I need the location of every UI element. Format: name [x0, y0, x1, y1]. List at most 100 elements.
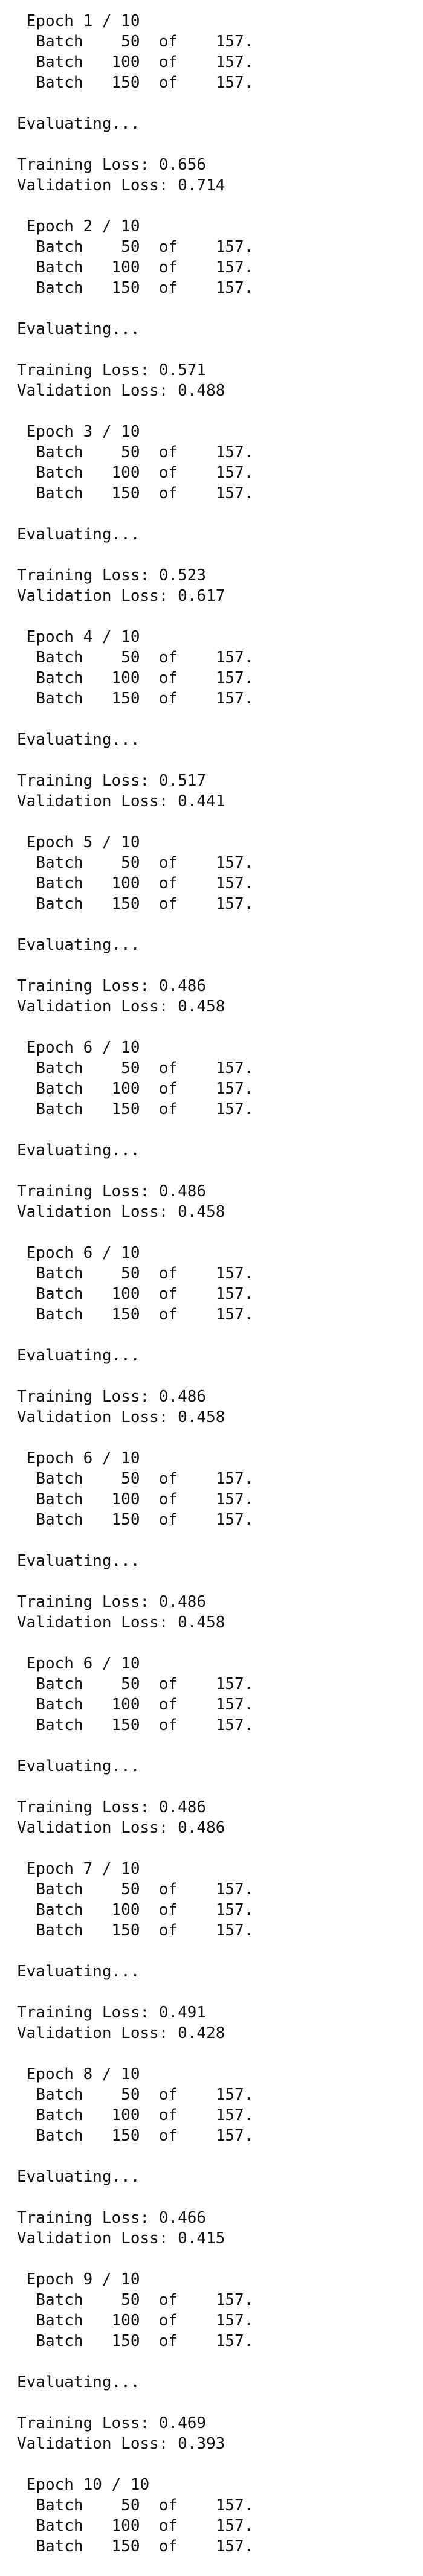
training-loss-line: Training Loss: 0.491 — [17, 2004, 207, 2022]
validation-loss-line: Validation Loss: 0.714 — [17, 176, 225, 194]
batch-progress-line: Batch 100 of 157. — [17, 669, 254, 687]
batch-progress-line: Batch 100 of 157. — [17, 874, 254, 892]
batch-progress-line: Batch 150 of 157. — [17, 484, 254, 502]
evaluating-line: Evaluating... — [17, 731, 140, 749]
validation-loss-line: Validation Loss: 0.458 — [17, 1613, 225, 1632]
training-loss-line: Training Loss: 0.571 — [17, 361, 207, 379]
batch-progress-line: Batch 150 of 157. — [17, 1921, 254, 1940]
evaluating-line: Evaluating... — [17, 1347, 140, 1365]
batch-progress-line: Batch 50 of 157. — [17, 1059, 254, 1077]
training-loss-line: Training Loss: 0.469 — [17, 2414, 207, 2432]
epoch-header: Epoch 8 / 10 — [17, 2065, 140, 2083]
batch-progress-line: Batch 150 of 157. — [17, 74, 254, 92]
blank-line — [17, 1366, 406, 1386]
batch-progress-line: Batch 150 of 157. — [17, 1511, 254, 1529]
batch-progress-line: Batch 150 of 157. — [17, 2332, 254, 2350]
blank-line — [17, 2454, 406, 2475]
blank-line — [17, 196, 406, 216]
batch-progress-line: Batch 100 of 157. — [17, 464, 254, 482]
epoch-header: Epoch 10 / 10 — [17, 2476, 150, 2494]
blank-line — [17, 1735, 406, 1756]
validation-loss-line: Validation Loss: 0.393 — [17, 2435, 225, 2453]
epoch-header: Epoch 7 / 10 — [17, 1860, 140, 1878]
evaluating-line: Evaluating... — [17, 1962, 140, 1981]
validation-loss-line: Validation Loss: 0.617 — [17, 587, 225, 605]
batch-progress-line: Batch 50 of 157. — [17, 1675, 254, 1693]
blank-line — [17, 1325, 406, 1345]
blank-line — [17, 750, 406, 771]
blank-line — [17, 93, 406, 114]
training-loss-line: Training Loss: 0.486 — [17, 1388, 207, 1406]
batch-progress-line: Batch 100 of 157. — [17, 53, 254, 71]
batch-progress-line: Batch 150 of 157. — [17, 1716, 254, 1734]
blank-line — [17, 2187, 406, 2208]
training-loss-line: Training Loss: 0.486 — [17, 1593, 207, 1611]
validation-loss-line: Validation Loss: 0.441 — [17, 792, 225, 810]
batch-progress-line: Batch 100 of 157. — [17, 2517, 254, 2535]
blank-line — [17, 1838, 406, 1859]
evaluating-line: Evaluating... — [17, 1141, 140, 1159]
batch-progress-line: Batch 50 of 157. — [17, 1470, 254, 1488]
epoch-header: Epoch 6 / 10 — [17, 1244, 140, 1262]
batch-progress-line: Batch 150 of 157. — [17, 1100, 254, 1118]
batch-progress-line: Batch 50 of 157. — [17, 2086, 254, 2104]
blank-line — [17, 606, 406, 627]
epoch-header: Epoch 2 / 10 — [17, 217, 140, 235]
training-loss-line: Training Loss: 0.656 — [17, 156, 207, 174]
batch-progress-line: Batch 50 of 157. — [17, 649, 254, 667]
batch-progress-line: Batch 150 of 157. — [17, 690, 254, 708]
blank-line — [17, 2249, 406, 2269]
validation-loss-line: Validation Loss: 0.415 — [17, 2229, 225, 2248]
training-loss-line: Training Loss: 0.486 — [17, 1182, 207, 1200]
validation-loss-line: Validation Loss: 0.458 — [17, 1203, 225, 1221]
batch-progress-line: Batch 100 of 157. — [17, 1696, 254, 1714]
blank-line — [17, 2351, 406, 2372]
batch-progress-line: Batch 100 of 157. — [17, 1901, 254, 1919]
evaluating-line: Evaluating... — [17, 2373, 140, 2391]
blank-line — [17, 545, 406, 565]
blank-line — [17, 1120, 406, 1140]
epoch-header: Epoch 6 / 10 — [17, 1039, 140, 1057]
training-loss-line: Training Loss: 0.523 — [17, 566, 207, 585]
blank-line — [17, 1982, 406, 2002]
epoch-header: Epoch 4 / 10 — [17, 628, 140, 646]
validation-loss-line: Validation Loss: 0.458 — [17, 998, 225, 1016]
batch-progress-line: Batch 150 of 157. — [17, 279, 254, 297]
evaluating-line: Evaluating... — [17, 1552, 140, 1570]
batch-progress-line: Batch 150 of 157. — [17, 1306, 254, 1324]
training-loss-line: Training Loss: 0.517 — [17, 772, 207, 790]
evaluating-line: Evaluating... — [17, 115, 140, 133]
evaluating-line: Evaluating... — [17, 2168, 140, 2186]
blank-line — [17, 1161, 406, 1181]
batch-progress-line: Batch 50 of 157. — [17, 854, 254, 872]
batch-progress-line: Batch 50 of 157. — [17, 33, 254, 51]
blank-line — [17, 1633, 406, 1653]
blank-line — [17, 1017, 406, 1037]
batch-progress-line: Batch 100 of 157. — [17, 258, 254, 277]
batch-progress-line: Batch 50 of 157. — [17, 2291, 254, 2309]
batch-progress-line: Batch 100 of 157. — [17, 1285, 254, 1303]
validation-loss-line: Validation Loss: 0.488 — [17, 382, 225, 400]
blank-line — [17, 298, 406, 319]
validation-loss-line: Validation Loss: 0.428 — [17, 2024, 225, 2042]
blank-line — [17, 1777, 406, 1797]
blank-line — [17, 2043, 406, 2064]
blank-line — [17, 134, 406, 155]
batch-progress-line: Batch 50 of 157. — [17, 1264, 254, 1283]
blank-line — [17, 401, 406, 421]
batch-progress-line: Batch 100 of 157. — [17, 2312, 254, 2330]
blank-line — [17, 955, 406, 976]
blank-line — [17, 1571, 406, 1592]
blank-line — [17, 1530, 406, 1551]
batch-progress-line: Batch 50 of 157. — [17, 238, 254, 256]
blank-line — [17, 1941, 406, 1961]
epoch-header: Epoch 6 / 10 — [17, 1449, 140, 1467]
blank-line — [17, 812, 406, 832]
batch-progress-line: Batch 100 of 157. — [17, 1080, 254, 1098]
batch-progress-line: Batch 100 of 157. — [17, 1490, 254, 1508]
batch-progress-line: Batch 50 of 157. — [17, 443, 254, 461]
epoch-header: Epoch 1 / 10 — [17, 12, 140, 30]
batch-progress-line: Batch 150 of 157. — [17, 2127, 254, 2145]
training-loss-line: Training Loss: 0.486 — [17, 977, 207, 995]
